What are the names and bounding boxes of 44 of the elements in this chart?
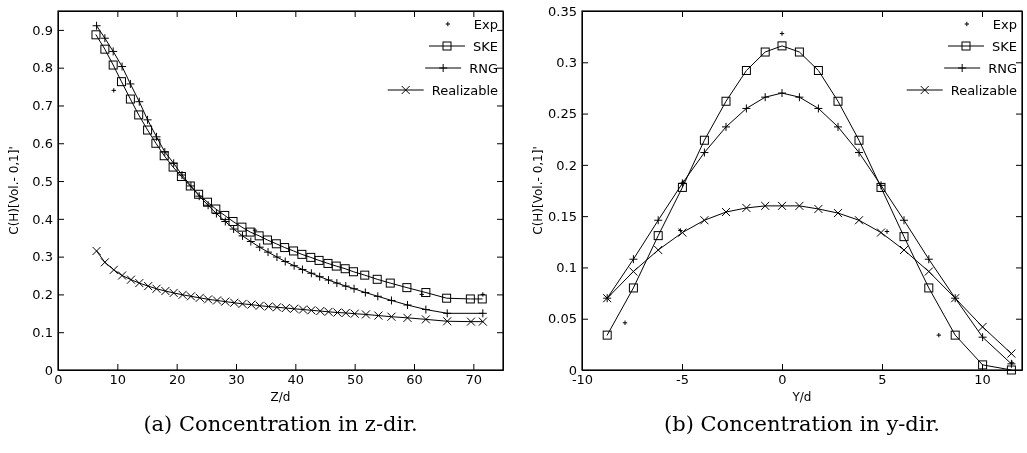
y-tick-label: 0.7 [32,98,53,114]
y-tick-label: 0.15 [548,208,577,224]
y-tick-label: 0.3 [32,249,53,265]
x-tick-label: 0 [778,372,787,388]
y-tick-label: 0 [568,362,577,378]
text: (a) Concentration in z-dir. [143,412,418,436]
y-axis-title: C(H)[Vol.- 0,1]' [531,146,545,235]
y-axis-title: C(H)[Vol.- 0,1]' [7,146,21,235]
legend-label: Realizable [950,83,1017,98]
y-tick-label: 0.8 [32,60,53,76]
x-axis-title: Z/d [270,390,291,404]
y-tick-label: 0.2 [32,287,53,303]
x-tick-label: -5 [676,372,689,388]
legend-label: SKE [473,39,498,54]
x-axis-title: Y/d [791,390,812,404]
y-tick-label: 0.25 [548,106,577,122]
legend-label: SKE [992,39,1017,54]
y-tick-label: 0.3 [556,54,577,70]
x-tick-label: 40 [287,372,305,388]
legend-label: Exp [473,17,498,32]
y-tick-label: 0.6 [32,135,53,151]
legend-label: RNG [988,61,1017,76]
x-tick-label: 10 [974,372,991,388]
legend-label: Realizable [431,83,498,98]
y-tick-label: 0.2 [556,157,577,173]
y-tick-label: 0.5 [32,173,53,189]
y-tick-label: 0 [44,362,53,378]
x-tick-label: 0 [54,372,63,388]
x-tick-label: 50 [346,372,364,388]
x-tick-label: 60 [406,372,423,388]
y-tick-label: 0.9 [32,22,53,38]
x-tick-label: 20 [168,372,186,388]
x-tick-label: 10 [109,372,127,388]
y-tick-label: 0.35 [548,3,577,19]
x-tick-label: 5 [878,372,887,388]
y-tick-label: 0.4 [32,211,53,227]
legend-label: Exp [992,17,1017,32]
legend-label: RNG [469,61,498,76]
x-tick-label: 30 [228,372,245,388]
text: (b) Concentration in y-dir. [664,412,940,436]
y-tick-label: 0.05 [548,311,577,327]
x-tick-label: 70 [465,372,483,388]
y-tick-label: 0.1 [556,260,577,276]
y-tick-label: 0.1 [32,324,53,340]
